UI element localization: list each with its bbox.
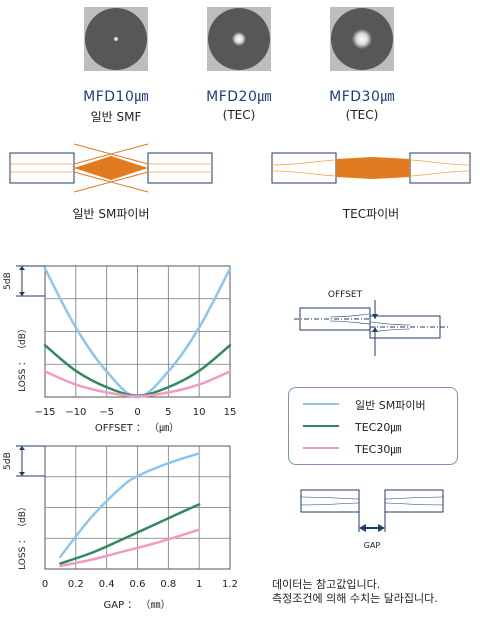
x-tick-label: 10: [193, 407, 206, 418]
legend-swatch-tec20: [303, 425, 339, 427]
x-tick-label: 1.2: [222, 579, 238, 590]
offset-scale-label: 5dB: [3, 272, 13, 290]
legend: 일반 SM파이버 TEC20㎛ TEC30㎛: [288, 387, 458, 465]
note-reference: 데이터는 참고값입니다.: [272, 578, 381, 591]
legend-label-tec20: TEC20㎛: [355, 421, 402, 434]
x-tick-label: 0: [134, 407, 140, 418]
mfd10-type: 일반 SMF: [90, 110, 142, 124]
x-tick-label: −5: [99, 407, 114, 418]
x-tick-label: 1: [196, 579, 202, 590]
offset-y-axis-label: LOSS ： （dB）: [17, 324, 28, 392]
gap-scale-label: 5dB: [3, 452, 13, 470]
gap-schematic-label: GAP: [364, 541, 381, 550]
series-line-2: [43, 370, 232, 398]
offset-schematic: OFFSET: [294, 290, 448, 356]
legend-label-tec30: TEC30㎛: [355, 443, 402, 456]
x-tick-label: 0: [42, 579, 48, 590]
x-tick-label: 0.6: [130, 579, 146, 590]
gap-x-axis-label: GAP ： （㎜）: [104, 599, 171, 611]
x-tick-label: 0.2: [68, 579, 84, 590]
mode-field-image-mfd20: [207, 7, 271, 71]
sm-fiber-caption: 일반 SM파이버: [72, 207, 150, 221]
x-tick-label: −15: [34, 407, 55, 418]
note-conditions: 측정조건에 의해 수치는 달라집니다.: [272, 592, 438, 605]
mfd20-type: (TEC): [222, 108, 256, 122]
mode-field-image-mfd30: [330, 7, 394, 71]
legend-label-sm: 일반 SM파이버: [355, 399, 426, 412]
x-tick-label: 15: [224, 407, 237, 418]
x-tick-label: −10: [65, 407, 86, 418]
mfd10-label: MFD10㎛: [83, 89, 149, 105]
mode-field-image-mfd10: [84, 7, 148, 71]
offset-x-axis-label: OFFSET ： （㎛）: [95, 422, 179, 434]
mfd30-type: (TEC): [345, 108, 379, 122]
legend-item-sm: 일반 SM파이버: [303, 397, 453, 412]
x-tick-label: 0.8: [160, 579, 176, 590]
fiber-beam-diagrams: [9, 143, 471, 193]
offset-scale-marker: [16, 265, 45, 297]
series-line-2: [59, 528, 201, 568]
gap-loss-chart: 0 0.2 0.4 0.6 0.8 1 1.2 5dB LOSS ： （dB） GAP ： …: [3, 445, 238, 611]
gap-scale-marker: [16, 445, 45, 477]
legend-item-tec20: TEC20㎛: [303, 419, 453, 434]
tec-fiber-caption: TEC파이버: [342, 207, 400, 221]
offset-loss-chart: −15 −10 −5 0 5 10 15 5dB LOSS ： （dB） OFFSET ： …: [3, 265, 237, 434]
gap-y-axis-label: LOSS ： （dB）: [17, 502, 28, 570]
sm-fiber-diagram: [9, 143, 213, 193]
legend-item-tec30: TEC30㎛: [303, 441, 453, 456]
mfd20-label: MFD20㎛: [206, 89, 272, 105]
x-tick-label: 5: [165, 407, 171, 418]
series-line-0: [59, 452, 201, 558]
x-tick-label: 0.4: [99, 579, 115, 590]
series-line-1: [59, 503, 201, 565]
mfd30-label: MFD30㎛: [329, 89, 395, 105]
gap-schematic: GAP: [300, 489, 444, 550]
offset-schematic-label: OFFSET: [328, 290, 363, 300]
legend-swatch-sm: [303, 403, 339, 405]
legend-swatch-tec30: [303, 447, 339, 449]
mode-field-images: [84, 7, 394, 71]
tec-fiber-diagram: [271, 152, 471, 184]
